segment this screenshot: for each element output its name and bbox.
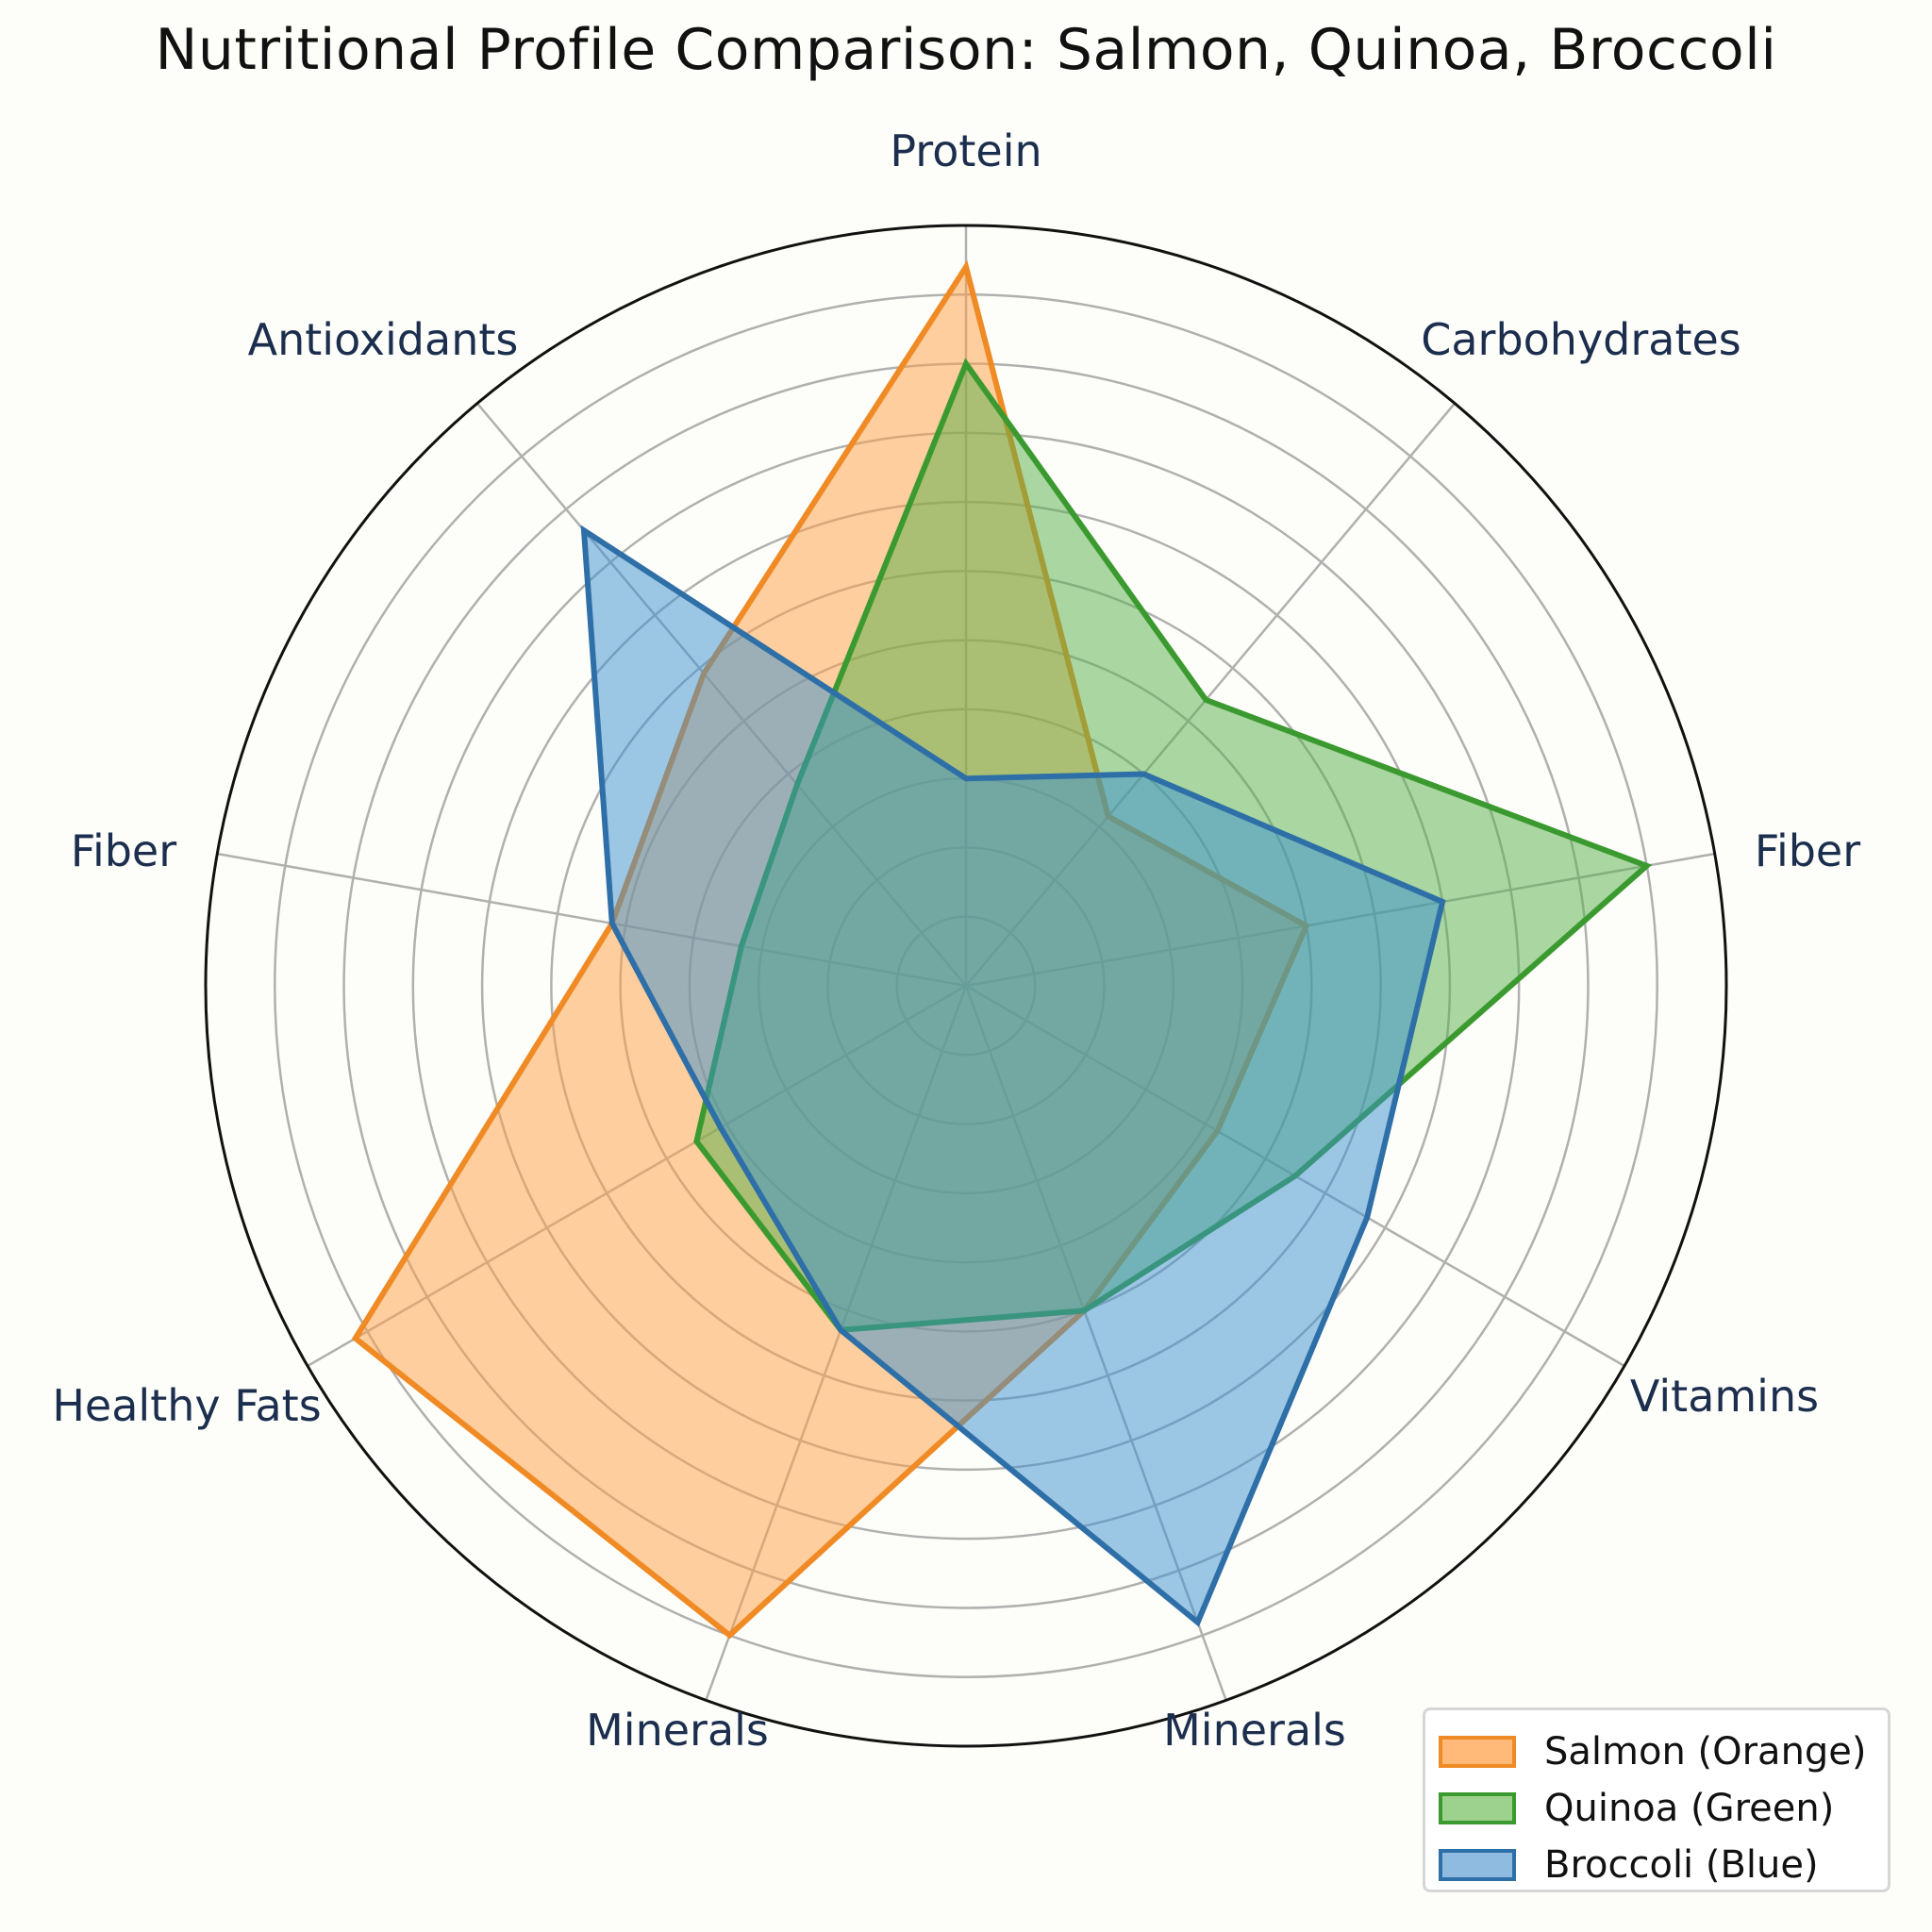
axis-label-minerals-left: Minerals	[586, 1705, 769, 1756]
legend-swatch-broccoli	[1439, 1849, 1516, 1881]
axis-label-antioxidants: Antioxidants	[247, 314, 519, 365]
legend-label-broccoli: Broccoli (Blue)	[1544, 1843, 1819, 1887]
axis-label-protein: Protein	[890, 125, 1042, 176]
radar-outer-boundary	[204, 224, 1728, 1748]
legend-item-broccoli: Broccoli (Blue)	[1439, 1837, 1888, 1893]
legend-swatch-quinoa	[1439, 1792, 1516, 1824]
axis-label-fiber-right: Fiber	[1754, 825, 1861, 876]
legend-label-quinoa: Quinoa (Green)	[1544, 1787, 1835, 1830]
series-polygon-broccoli	[580, 525, 1446, 1627]
chart-title: Nutritional Profile Comparison: Salmon, …	[155, 17, 1777, 83]
axis-label-vitamins: Vitamins	[1629, 1371, 1820, 1422]
axis-label-fiber-left: Fiber	[70, 825, 177, 876]
radar-series	[351, 259, 1653, 1640]
legend-item-salmon: Salmon (Orange)	[1439, 1724, 1888, 1780]
axis-label-minerals-right: Minerals	[1163, 1705, 1346, 1756]
legend-item-quinoa: Quinoa (Green)	[1439, 1780, 1888, 1837]
axis-label-healthy-fats: Healthy Fats	[52, 1380, 322, 1431]
axis-label-carbohydrates: Carbohydrates	[1421, 314, 1741, 365]
chart-legend: Salmon (Orange) Quinoa (Green) Broccoli …	[1423, 1707, 1890, 1892]
legend-label-salmon: Salmon (Orange)	[1544, 1730, 1867, 1774]
legend-swatch-salmon	[1439, 1736, 1516, 1768]
